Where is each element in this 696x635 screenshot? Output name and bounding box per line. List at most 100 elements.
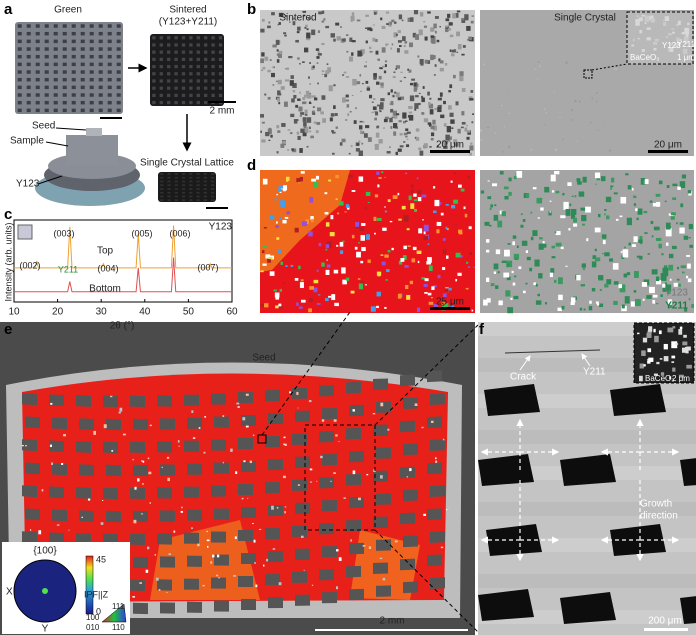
grain	[437, 274, 441, 279]
grain	[480, 139, 483, 141]
grain	[563, 201, 569, 210]
grain	[613, 300, 618, 305]
grain	[301, 299, 306, 303]
grain	[264, 303, 269, 308]
grain	[444, 288, 449, 293]
grain	[647, 348, 652, 353]
grain	[340, 26, 342, 28]
grain	[553, 91, 555, 93]
lattice-hole	[196, 86, 200, 90]
grain	[618, 284, 623, 289]
grain	[640, 242, 643, 245]
grain	[493, 271, 496, 275]
grain	[261, 139, 266, 143]
grain	[320, 111, 324, 115]
label: Single Crystal	[554, 13, 616, 24]
lattice-hole	[160, 176, 164, 179]
grain	[689, 244, 693, 248]
lattice-hole	[322, 545, 337, 558]
grain	[264, 93, 267, 96]
grain	[402, 255, 407, 260]
grain	[249, 460, 253, 464]
grain	[448, 105, 452, 110]
lattice-hole	[160, 556, 175, 568]
grain	[466, 124, 468, 127]
grain	[581, 263, 586, 268]
grain	[332, 152, 335, 155]
grain	[428, 102, 431, 106]
lattice-hole	[35, 70, 40, 74]
grain	[656, 280, 662, 285]
grain	[544, 186, 550, 193]
grain	[284, 506, 287, 508]
lattice-hole	[107, 39, 112, 44]
lattice-hole	[157, 487, 172, 499]
lattice-hole	[181, 180, 186, 183]
grain	[263, 564, 265, 567]
grain	[283, 443, 285, 446]
lattice-hole	[79, 418, 94, 430]
grain	[373, 469, 376, 473]
grain	[384, 206, 386, 208]
lattice-hole	[189, 43, 193, 47]
grain	[261, 69, 263, 71]
grain	[360, 90, 362, 92]
lattice-hole	[71, 54, 76, 59]
grain	[654, 271, 657, 273]
grain	[570, 208, 577, 215]
grain	[494, 132, 497, 134]
lattice-hole	[203, 176, 207, 179]
grain	[345, 277, 350, 281]
lattice-hole	[174, 72, 178, 76]
grain	[639, 235, 643, 240]
grain	[588, 305, 593, 311]
label: 100	[86, 613, 100, 622]
lattice-hole	[26, 62, 31, 67]
grain	[265, 254, 271, 259]
grain	[555, 231, 561, 236]
peak-label: (003)	[53, 228, 74, 238]
lattice-hole	[241, 507, 256, 518]
grain	[377, 104, 380, 107]
grain	[483, 63, 486, 66]
lattice-hole	[167, 72, 171, 76]
grain	[370, 306, 376, 312]
grain	[465, 287, 469, 290]
grain	[417, 102, 421, 106]
grain	[288, 56, 293, 59]
scale-label: 2 μm	[672, 374, 690, 383]
grain	[279, 288, 282, 292]
lattice-hole	[80, 47, 85, 51]
grain	[387, 428, 390, 431]
lattice-hole	[44, 54, 49, 59]
lattice-hole	[98, 47, 103, 51]
grain	[591, 287, 596, 292]
grain	[614, 67, 616, 70]
grain	[453, 139, 458, 144]
grain	[376, 291, 381, 297]
grain	[360, 260, 364, 264]
grain	[284, 511, 286, 514]
grain	[432, 186, 436, 189]
grain	[667, 327, 674, 333]
grain	[634, 203, 637, 206]
grain	[545, 112, 548, 114]
grain	[397, 293, 402, 299]
grain	[300, 279, 304, 282]
grain	[445, 226, 448, 230]
grain	[507, 307, 514, 314]
lattice-hole	[346, 565, 361, 578]
lattice-hole	[116, 108, 121, 113]
lattice-hole	[218, 57, 223, 61]
grain	[349, 110, 352, 113]
grain	[331, 294, 336, 301]
grain	[443, 100, 446, 105]
peak-label: (002)	[19, 260, 40, 270]
grain	[291, 98, 295, 103]
grain	[278, 249, 281, 254]
grain	[280, 261, 284, 265]
lattice-hole	[400, 420, 415, 433]
lattice-hole	[26, 85, 31, 90]
lattice-hole	[376, 585, 391, 597]
grain	[447, 28, 452, 31]
